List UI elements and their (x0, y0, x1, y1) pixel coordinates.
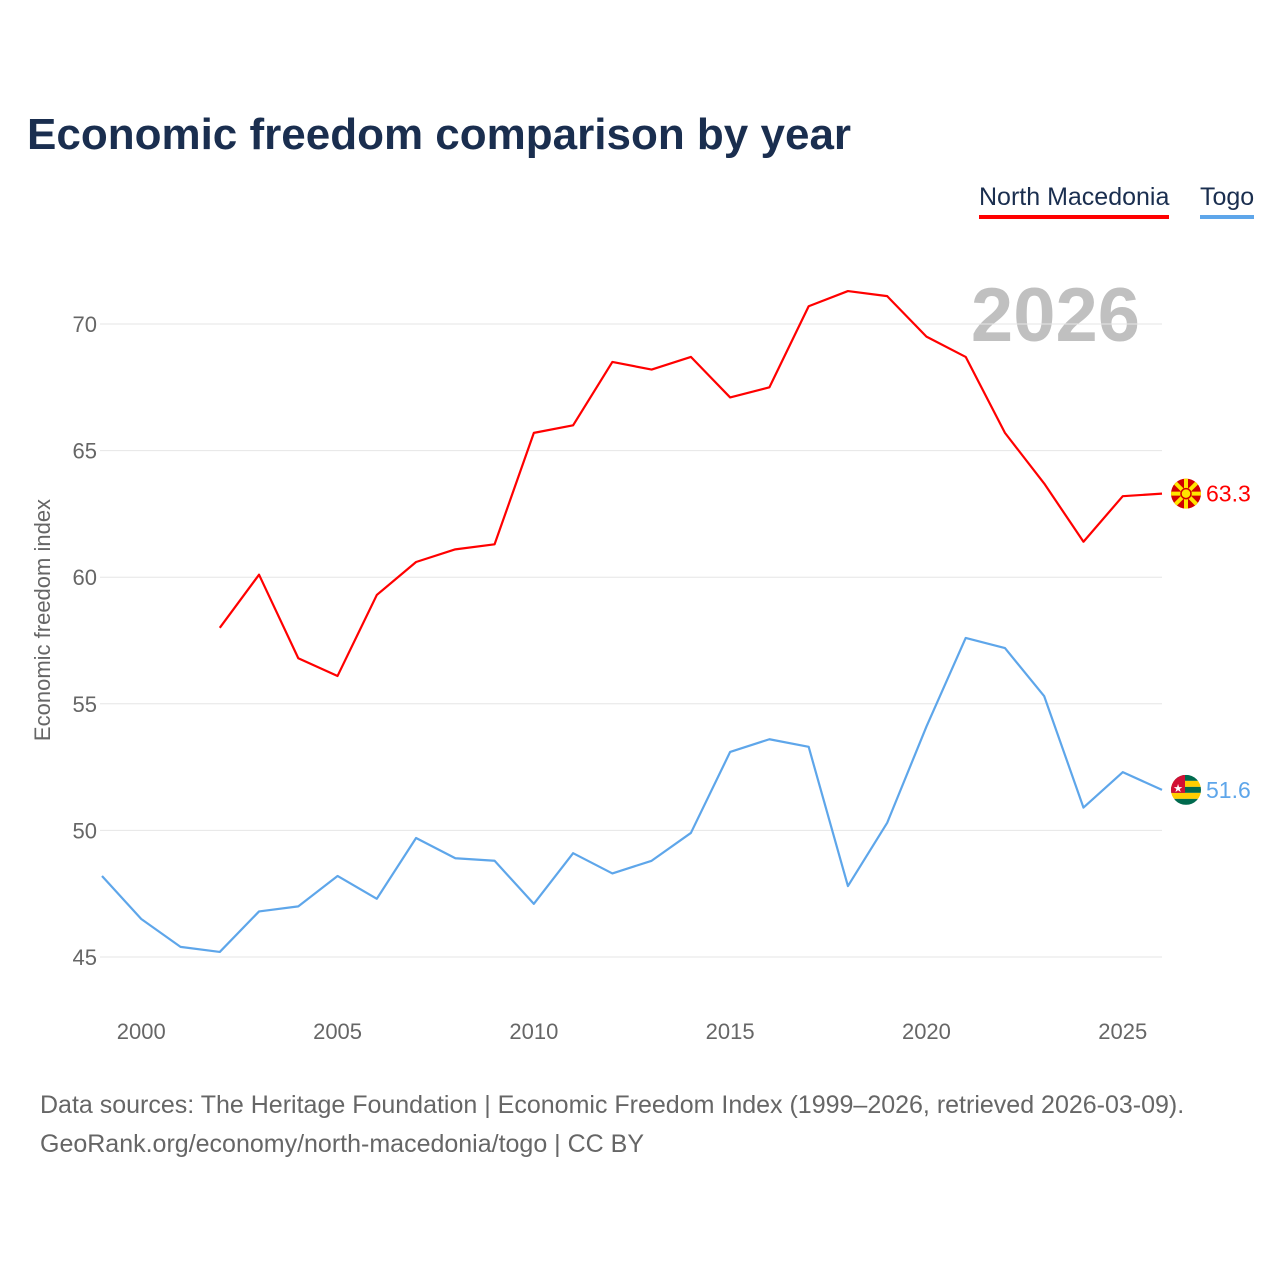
data-point (493, 859, 497, 863)
data-point (453, 856, 457, 860)
data-point (964, 636, 968, 640)
svg-text:★: ★ (1173, 783, 1183, 795)
x-tick-label: 2005 (313, 1019, 362, 1044)
data-point (375, 897, 379, 901)
y-tick-label: 70 (73, 312, 97, 337)
series-line-north-macedonia (218, 289, 1163, 678)
legend-togo[interactable]: Togo (1200, 183, 1255, 219)
data-point (100, 874, 104, 878)
data-point (571, 851, 575, 855)
data-point (964, 355, 968, 359)
data-point (414, 836, 418, 840)
data-point (846, 884, 850, 888)
data-point (610, 871, 614, 875)
data-point (767, 385, 771, 389)
data-point (1121, 770, 1125, 774)
y-tick-label: 65 (73, 439, 97, 464)
data-point (532, 431, 536, 435)
data-point (414, 560, 418, 564)
y-tick-label: 55 (73, 692, 97, 717)
data-point (807, 304, 811, 308)
data-point (924, 725, 928, 729)
end-value-label: 51.6 (1206, 777, 1251, 803)
data-point (1003, 431, 1007, 435)
data-point (1042, 482, 1046, 486)
y-tick-label: 50 (73, 818, 97, 843)
data-point (1160, 492, 1164, 496)
data-point (767, 737, 771, 741)
data-point (885, 821, 889, 825)
data-point (139, 917, 143, 921)
data-point (728, 395, 732, 399)
y-tick-label: 45 (73, 945, 97, 970)
data-point (218, 626, 222, 630)
x-tick-label: 2010 (509, 1019, 558, 1044)
data-point (257, 909, 261, 913)
chart-title: Economic freedom comparison by year (27, 110, 852, 159)
footer-sources: Data sources: The Heritage Foundation | … (40, 1091, 1185, 1119)
data-point (218, 950, 222, 954)
data-point (375, 593, 379, 597)
data-point (846, 289, 850, 293)
x-tick-label: 2020 (902, 1019, 951, 1044)
x-tick-label: 2015 (706, 1019, 755, 1044)
data-point (1003, 646, 1007, 650)
data-point (689, 355, 693, 359)
x-tick-label: 2000 (117, 1019, 166, 1044)
data-point (296, 656, 300, 660)
north-macedonia-flag-icon (1171, 478, 1201, 509)
data-point (336, 674, 340, 678)
end-value-label: 63.3 (1206, 481, 1251, 507)
data-point (650, 859, 654, 863)
data-point (650, 368, 654, 372)
data-point (885, 294, 889, 298)
data-point (296, 904, 300, 908)
data-point (1081, 806, 1085, 810)
data-point (336, 874, 340, 878)
footer: Data sources: The Heritage Foundation | … (40, 1086, 1184, 1164)
data-point (610, 360, 614, 364)
data-point (571, 423, 575, 427)
series-line-togo (101, 636, 1163, 954)
data-point (728, 750, 732, 754)
footer-url: GeoRank.org/economy/north-macedonia/togo… (40, 1130, 645, 1158)
data-point (532, 902, 536, 906)
data-point (924, 335, 928, 339)
legend-north-macedonia[interactable]: North Macedonia (979, 183, 1170, 219)
data-point (493, 542, 497, 546)
data-point (257, 573, 261, 577)
data-point (1121, 494, 1125, 498)
x-tick-label: 2025 (1098, 1019, 1147, 1044)
y-tick-label: 60 (73, 565, 97, 590)
data-point (1081, 540, 1085, 544)
data-point (1160, 788, 1164, 792)
data-point (179, 945, 183, 949)
data-point (807, 745, 811, 749)
y-axis-label: Economic freedom index (30, 499, 55, 741)
year-watermark: 2026 (971, 273, 1140, 358)
data-point (689, 831, 693, 835)
togo-flag-icon: ★ (1171, 774, 1201, 805)
data-point (453, 547, 457, 551)
data-point (1042, 694, 1046, 698)
